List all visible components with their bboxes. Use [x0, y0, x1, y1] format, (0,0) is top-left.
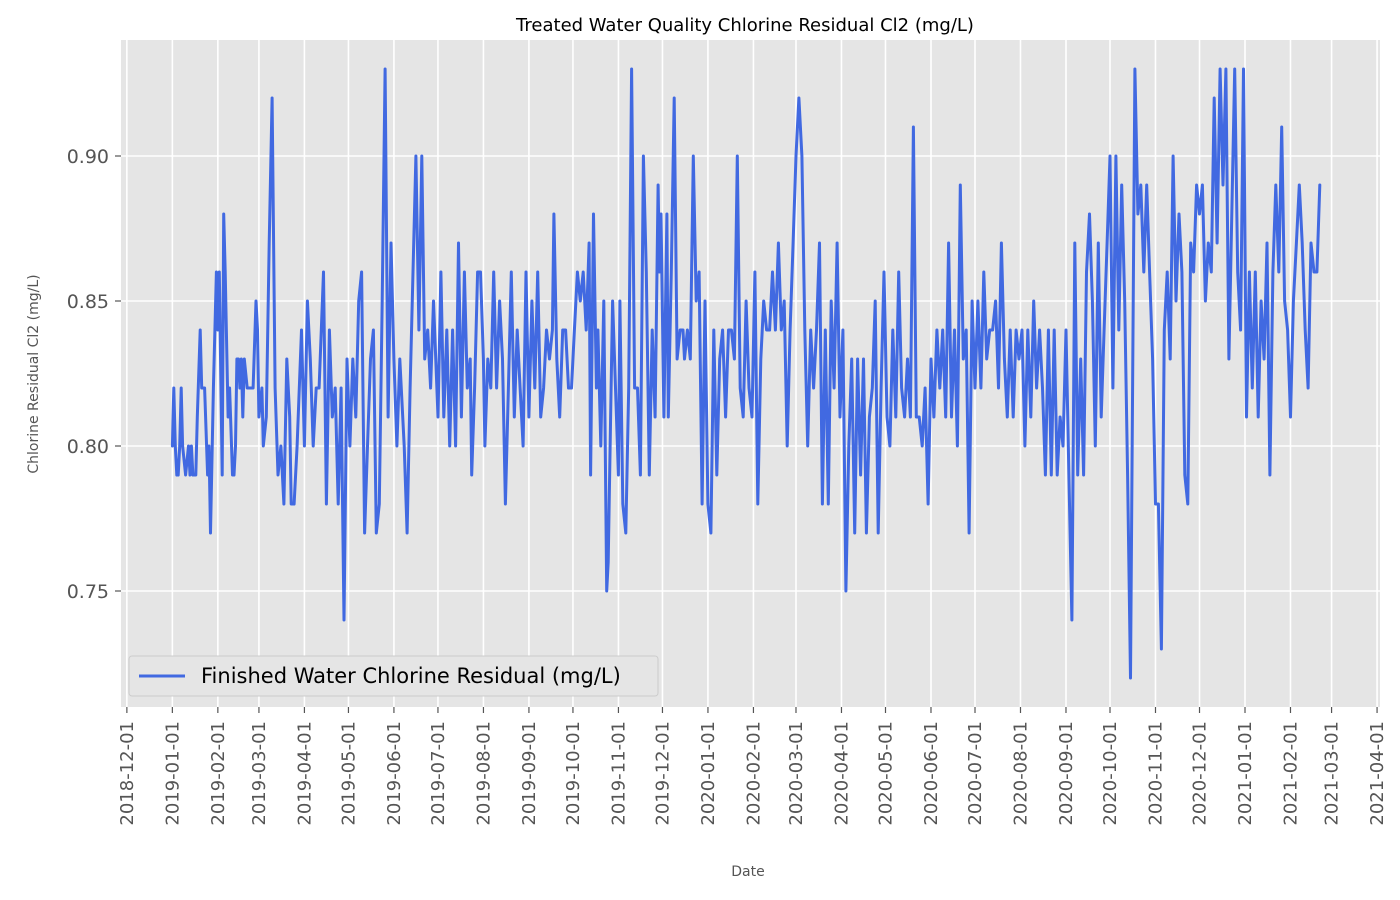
x-tick-label: 2019-01-01: [162, 721, 183, 826]
x-tick-label: 2021-03-01: [1322, 721, 1343, 826]
legend-box: [128, 655, 659, 697]
x-tick-label: 2020-08-01: [1010, 721, 1031, 826]
y-axis-label: Chlorine Residual Cl2 (mg/L): [26, 274, 42, 473]
x-axis-label: Date: [731, 864, 764, 880]
x-tick-label: 2020-05-01: [875, 721, 896, 826]
y-axis-ticks: 0.75 0.80 0.85 0.90: [67, 146, 121, 603]
x-tick-label: 2020-06-01: [921, 721, 942, 826]
x-tick-label: 2020-10-01: [1100, 721, 1121, 826]
x-tick-label: 2020-09-01: [1056, 721, 1077, 826]
x-tick-label: 2019-12-01: [652, 721, 673, 826]
x-tick-label: 2019-03-01: [249, 721, 270, 826]
x-axis-ticks: 2018-12-01 2019-01-01 2019-02-01 2019-03-01…: [117, 707, 1388, 826]
x-tick-label: 2020-07-01: [965, 721, 986, 826]
x-tick-label: 2019-07-01: [428, 721, 449, 826]
y-tick-label: 0.85: [67, 291, 109, 313]
legend-entry-label: Finished Water Chlorine Residual (mg/L): [201, 664, 621, 688]
x-tick-label: 2019-05-01: [338, 721, 359, 826]
x-tick-label: 2020-12-01: [1190, 721, 1211, 826]
x-tick-label: 2019-10-01: [563, 721, 584, 826]
x-tick-label: 2018-12-01: [117, 721, 138, 826]
x-tick-label: 2020-03-01: [786, 721, 807, 826]
x-tick-label: 2019-09-01: [519, 721, 540, 826]
x-tick-label: 2021-02-01: [1280, 721, 1301, 826]
x-tick-label: 2019-04-01: [294, 721, 315, 826]
y-tick-label: 0.75: [67, 581, 109, 603]
x-tick-label: 2019-11-01: [608, 721, 629, 826]
series-layer: [170, 67, 1322, 680]
chart-title: Treated Water Quality Chlorine Residual …: [515, 15, 974, 36]
x-tick-label: 2021-04-01: [1367, 721, 1388, 826]
legend: Finished Water Chlorine Residual (mg/L): [128, 655, 659, 697]
x-tick-label: 2021-01-01: [1235, 721, 1256, 826]
x-tick-label: 2020-02-01: [743, 721, 764, 826]
series-line-chlorine-residual: [170, 67, 1322, 680]
x-tick-label: 2019-02-01: [208, 721, 229, 826]
x-tick-label: 2020-11-01: [1145, 721, 1166, 826]
x-tick-label: 2020-04-01: [831, 721, 852, 826]
x-tick-label: 2020-01-01: [698, 721, 719, 826]
x-tick-label: 2019-06-01: [384, 721, 405, 826]
y-tick-label: 0.90: [67, 146, 109, 168]
x-tick-label: 2019-08-01: [473, 721, 494, 826]
y-tick-label: 0.80: [67, 436, 109, 458]
